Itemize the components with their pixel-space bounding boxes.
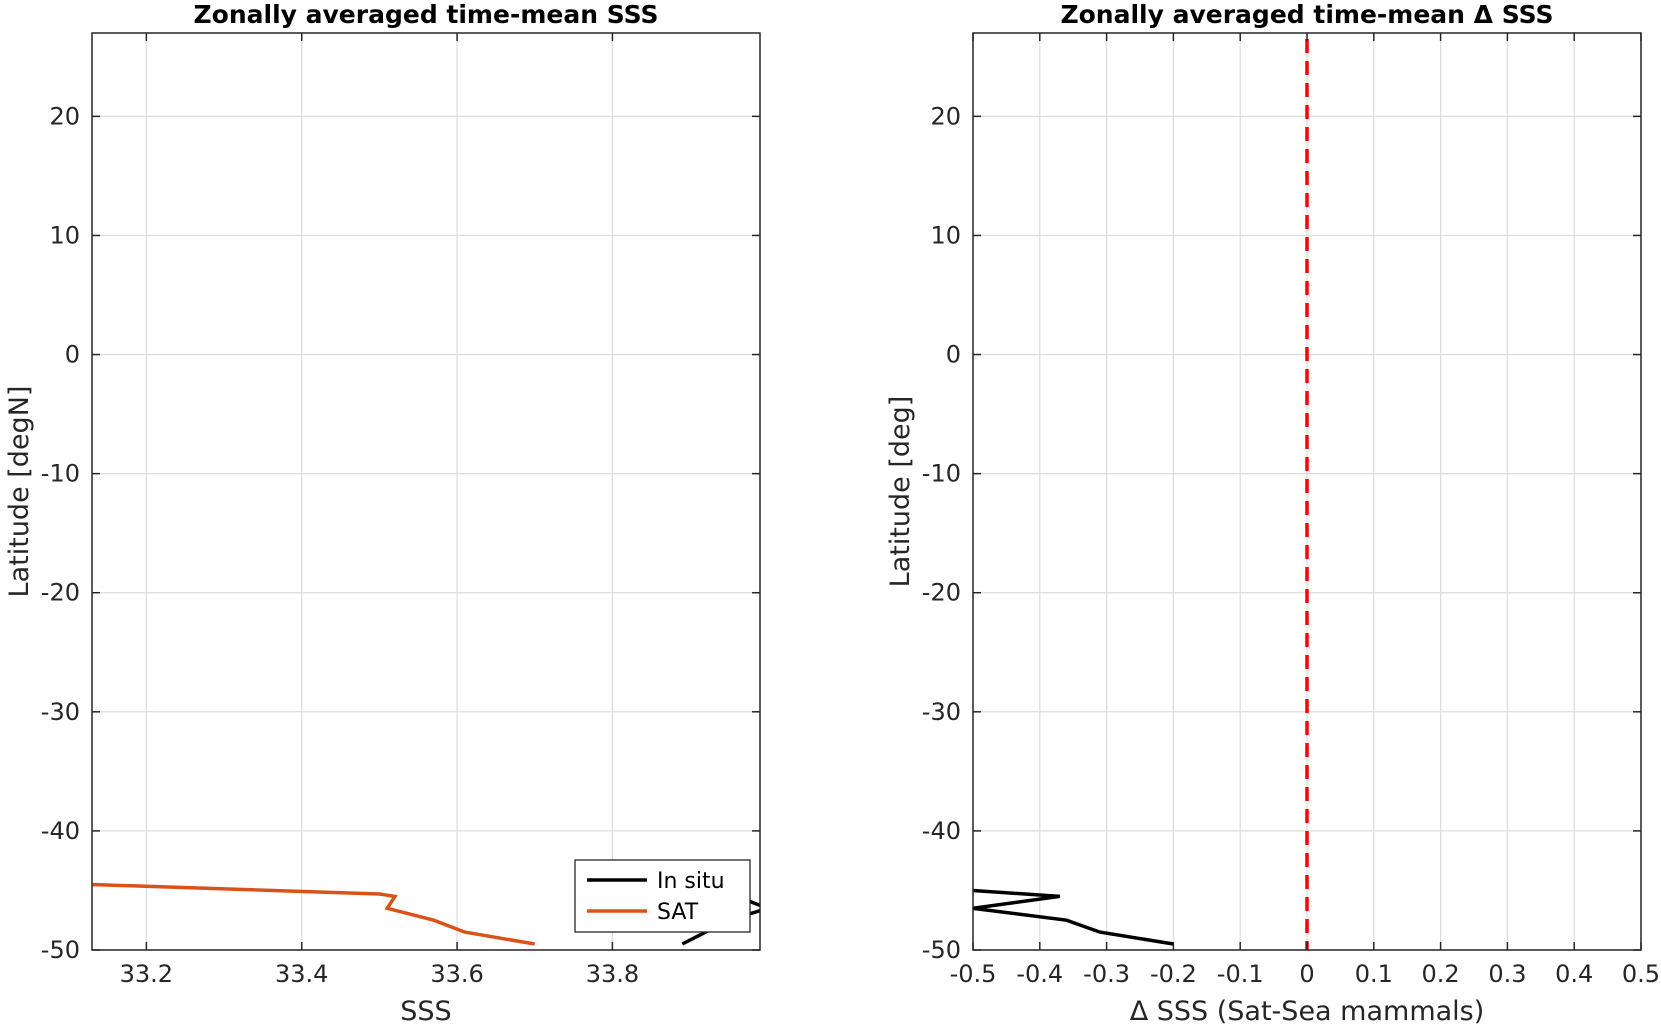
y-tick-label: -20 [41, 579, 80, 607]
y-tick-label: -40 [41, 817, 80, 845]
y-tick-label: -20 [922, 579, 961, 607]
x-tick-label: 33.2 [120, 960, 173, 988]
y-tick-label: -50 [41, 936, 80, 964]
legend-entry-label: In situ [657, 869, 725, 894]
y-tick-label: 0 [946, 341, 961, 369]
y-tick-label: 10 [49, 221, 80, 249]
chart-title: Zonally averaged time-mean SSS [194, 0, 659, 29]
axes-box [91, 32, 761, 951]
legend-entry-label: SAT [657, 900, 699, 925]
series-line-sat [92, 882, 535, 946]
right-chart-axes: -0.5 -0.4 -0.3 -0.2 -0.1 0 0.1 0.2 0.3 0.4 0.5 -50 -… [885, 0, 1660, 1026]
y-axis-label: Latitude [degN] [4, 386, 35, 598]
y-tick-label: 10 [930, 221, 961, 249]
y-tick-label: -10 [922, 460, 961, 488]
chart-title: Zonally averaged time-mean Δ SSS [1061, 0, 1554, 29]
x-axis-label: SSS [400, 996, 451, 1026]
x-axis-label: Δ SSS (Sat-Sea mammals) [1130, 996, 1485, 1026]
series-line-0 [973, 888, 1174, 946]
x-tick-label: 0.1 [1355, 960, 1393, 988]
y-tick-label: 20 [49, 102, 80, 130]
x-tick-label: 0.3 [1488, 960, 1526, 988]
y-axis-label: Latitude [deg] [885, 396, 916, 588]
y-tick-label: -30 [41, 698, 80, 726]
series-group [973, 888, 1174, 946]
x-tick-label: -0.1 [1217, 960, 1264, 988]
x-tick-label: 33.4 [275, 960, 328, 988]
x-tick-label: 0 [1299, 960, 1314, 988]
x-tick-label: 0.4 [1555, 960, 1593, 988]
x-tick-label: 0.5 [1622, 960, 1660, 988]
y-tick-label: -40 [922, 817, 961, 845]
plot-area [92, 33, 760, 950]
y-tick-label: -50 [922, 936, 961, 964]
y-tick-label: 0 [65, 341, 80, 369]
x-tick-label: -0.3 [1083, 960, 1130, 988]
x-tick-label: -0.2 [1150, 960, 1197, 988]
legend: In situ SAT [574, 859, 751, 933]
x-tick-label: -0.5 [950, 960, 997, 988]
x-tick-label: 33.6 [430, 960, 483, 988]
x-tick-label: 33.8 [586, 960, 639, 988]
y-tick-label: -10 [41, 460, 80, 488]
x-tick-label: 0.2 [1422, 960, 1460, 988]
y-tick-label: -30 [922, 698, 961, 726]
legend-box [574, 859, 751, 933]
left-chart-axes: 33.2 33.4 33.6 33.8 -50 -40 -30 -20 -10 0 10 20 Zona… [4, 0, 761, 1026]
x-tick-label: -0.4 [1016, 960, 1063, 988]
y-tick-label: 20 [930, 102, 961, 130]
